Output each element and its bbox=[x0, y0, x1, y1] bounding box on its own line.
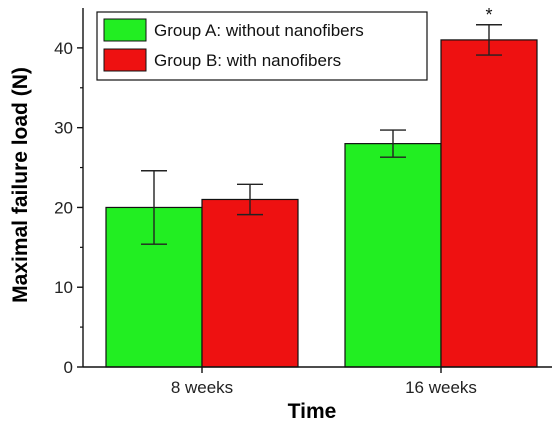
y-axis: 0 10 20 30 40 bbox=[54, 8, 84, 377]
x-tick-label-1: 16 weeks bbox=[405, 378, 477, 397]
bars-layer bbox=[105, 39, 538, 368]
legend-swatch-0 bbox=[103, 18, 147, 42]
y-tick-label-2: 20 bbox=[54, 198, 73, 217]
y-axis-title: Maximal failure load (N) bbox=[9, 67, 32, 303]
y-tick-label-4: 40 bbox=[54, 39, 73, 58]
annotations-layer: * bbox=[485, 5, 492, 25]
x-axis-title: Time bbox=[288, 400, 337, 423]
y-tick-label-0: 0 bbox=[64, 358, 73, 377]
error-bars-layer bbox=[141, 24, 502, 245]
x-axis: 8 weeks 16 weeks bbox=[83, 366, 552, 397]
bar-group-a-1 bbox=[344, 143, 442, 368]
legend-label-0: Group A: without nanofibers bbox=[154, 21, 364, 40]
legend-label-1: Group B: with nanofibers bbox=[154, 51, 341, 70]
legend-box bbox=[96, 11, 428, 81]
legend-swatch-1 bbox=[103, 48, 147, 72]
y-tick-label-3: 30 bbox=[54, 119, 73, 138]
bar-group-b-0 bbox=[201, 198, 299, 368]
bar-group-b-1 bbox=[440, 39, 538, 368]
x-tick-label-0: 8 weeks bbox=[171, 378, 233, 397]
legend: Group A: without nanofibers Group B: with… bbox=[96, 11, 428, 81]
significance-marker-0: * bbox=[485, 5, 492, 25]
y-tick-label-1: 10 bbox=[54, 278, 73, 297]
